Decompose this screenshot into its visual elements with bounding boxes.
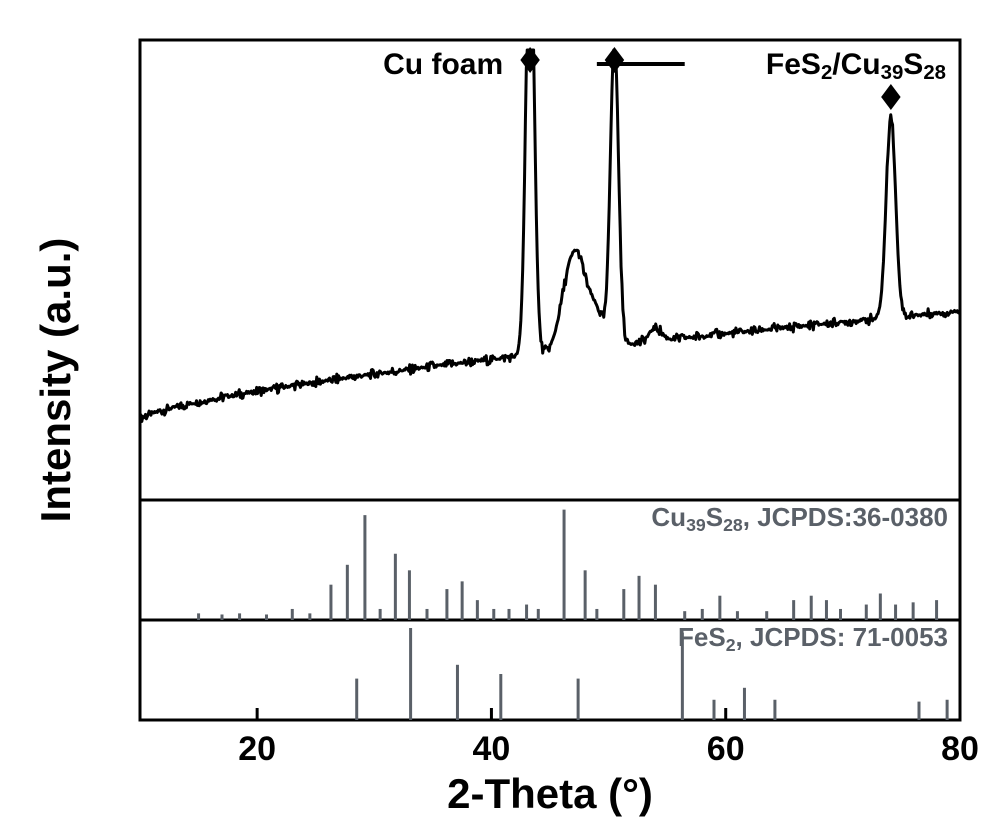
xtick-label: 40 bbox=[473, 730, 511, 768]
xtick-label: 20 bbox=[238, 730, 276, 768]
xtick-label: 60 bbox=[707, 730, 745, 768]
ref2-label: FeS2, JCPDS: 71-0053 bbox=[678, 622, 948, 655]
diamond-marker-icon bbox=[520, 47, 540, 73]
xtick-label: 80 bbox=[941, 730, 979, 768]
xrd-trace bbox=[140, 50, 960, 422]
figure-container: 20 40 60 80 2-Theta (°) Intensity (a.u.) Cu39S… bbox=[0, 0, 1000, 828]
legend-series-label: FeS2/Cu39S28 bbox=[766, 48, 946, 84]
y-axis-label: Intensity (a.u.) bbox=[32, 238, 79, 523]
ref1-label: Cu39S28, JCPDS:36-0380 bbox=[651, 502, 948, 535]
x-axis-label: 2-Theta (°) bbox=[447, 770, 653, 817]
xrd-figure: 20 40 60 80 2-Theta (°) Intensity (a.u.) Cu39S… bbox=[0, 0, 1000, 828]
diamond-marker-icon bbox=[881, 84, 901, 110]
legend-cufoam-label: Cu foam bbox=[383, 48, 503, 81]
diamond-marker-icon bbox=[605, 47, 625, 73]
